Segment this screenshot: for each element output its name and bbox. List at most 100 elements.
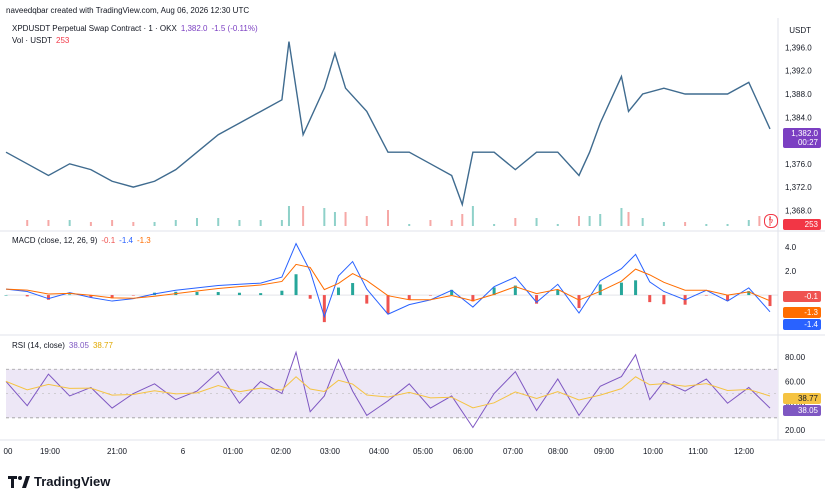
x-tick-label[interactable]: 10:00 xyxy=(643,447,664,456)
volume-bar xyxy=(333,212,336,226)
x-tick-label[interactable]: 11:00 xyxy=(688,447,708,456)
symbol-label[interactable]: XPDUSDT Perpetual Swap Contract · 1 · OK… xyxy=(12,24,177,33)
y-tick-label[interactable]: 1,384.0 xyxy=(785,113,812,122)
x-tick-label[interactable]: 09:00 xyxy=(594,447,615,456)
signal-series-line[interactable] xyxy=(5,263,771,302)
y-tick-label[interactable]: 20.00 xyxy=(785,426,806,435)
y-tick-label[interactable]: 60.00 xyxy=(785,377,806,386)
y-tick-label[interactable]: 1,388.0 xyxy=(785,90,812,99)
volume-bar xyxy=(259,220,262,226)
volume-bar xyxy=(387,210,389,226)
x-tick-label[interactable]: 21:00 xyxy=(107,447,128,456)
y-axis-ticks[interactable]: 1,396.01,392.01,388.01,384.01,380.01,376… xyxy=(785,43,812,434)
macd-histogram-bar xyxy=(577,295,581,309)
x-tick-label[interactable]: 01:00 xyxy=(223,447,244,456)
y-tick-label[interactable]: 1,372.0 xyxy=(785,183,812,192)
macd-histogram-bar xyxy=(471,295,475,302)
volume-bar xyxy=(132,222,135,226)
volume-bar xyxy=(47,220,50,226)
volume-bar xyxy=(323,208,326,226)
x-tick-label[interactable]: 02:00 xyxy=(271,447,292,456)
last-price: 1,382.0 xyxy=(180,24,208,33)
volume-bar xyxy=(196,218,198,226)
x-tick-label[interactable]: 19:00 xyxy=(40,447,61,456)
macd-histogram-bar xyxy=(322,295,326,323)
volume-bar xyxy=(429,220,432,226)
rsi-ma-tag: 38.77 xyxy=(783,393,821,404)
macd-series-line[interactable] xyxy=(5,242,771,319)
lightning-icon[interactable]: ϟ xyxy=(764,214,778,228)
macd-hist-value: -0.1 xyxy=(101,236,116,245)
macd-histogram-bar xyxy=(428,295,432,296)
x-tick-label[interactable]: 07:00 xyxy=(503,447,524,456)
x-tick-label[interactable]: 6 xyxy=(181,447,186,456)
volume-bar xyxy=(68,220,71,226)
y-tick-label[interactable]: 80.00 xyxy=(785,353,806,362)
macd-histogram-bar xyxy=(747,291,751,296)
macd-label[interactable]: MACD (close, 12, 26, 9) xyxy=(12,236,98,245)
volume-bar xyxy=(769,216,771,226)
currency-label[interactable]: USDT xyxy=(789,26,811,35)
macd-histogram-bar xyxy=(648,295,652,303)
macd-hist-tag: -0.1 xyxy=(783,291,821,302)
x-tick-label[interactable]: 00 xyxy=(4,447,13,456)
x-tick-label[interactable]: 03:00 xyxy=(320,447,341,456)
volume-bar xyxy=(408,224,411,226)
volume-bar xyxy=(280,220,283,226)
macd-legend: MACD (close, 12, 26, 9) -0.1 -1.4 -1.3 xyxy=(12,236,151,245)
x-tick-label[interactable]: 08:00 xyxy=(548,447,569,456)
x-tick-label[interactable]: 12:00 xyxy=(734,447,755,456)
rsi-label[interactable]: RSI (14, close) xyxy=(12,341,65,350)
volume-bar xyxy=(588,216,591,226)
volume-bar xyxy=(217,218,220,226)
volume-bar xyxy=(344,212,347,226)
volume-bar xyxy=(153,222,156,226)
volume-bar xyxy=(461,214,464,226)
price-series-line[interactable] xyxy=(5,41,771,208)
volume-bar xyxy=(578,216,580,226)
macd-signal-tag: -1.3 xyxy=(783,307,821,318)
x-tick-label[interactable]: 04:00 xyxy=(369,447,390,456)
y-tick-label[interactable]: 1,392.0 xyxy=(785,67,812,76)
price-change: -1.5 (-0.11%) xyxy=(211,24,258,33)
volume-bar xyxy=(238,220,241,226)
price-tag-countdown: 00:27 xyxy=(797,138,818,147)
x-tick-label[interactable]: 05:00 xyxy=(413,447,434,456)
volume-bar xyxy=(450,220,453,226)
x-axis-ticks[interactable]: 00 19:00 21:00 6 01:00 02:00 03:00 04:00 05:00 06… xyxy=(4,447,755,456)
volume-label[interactable]: Vol · USDT xyxy=(12,36,53,45)
volume-bar xyxy=(89,222,92,226)
macd-histogram-bar xyxy=(131,295,135,296)
y-tick-label[interactable]: 1,376.0 xyxy=(785,160,812,169)
x-tick-label[interactable]: 06:00 xyxy=(453,447,474,456)
volume-bar xyxy=(747,220,750,226)
price-series-line-high[interactable] xyxy=(239,42,759,123)
rsi-series-line[interactable] xyxy=(5,350,771,429)
volume-bar xyxy=(514,218,517,226)
macd-line-tag: -1.4 xyxy=(783,319,821,330)
volume-bar xyxy=(705,224,708,226)
y-tick-label[interactable]: 1,396.0 xyxy=(785,43,812,52)
macd-histogram-bar xyxy=(4,295,8,296)
volume-bar xyxy=(627,212,630,226)
volume-bar xyxy=(471,206,474,226)
rsi-tag: 38.05 xyxy=(783,405,821,416)
macd-line-value: -1.4 xyxy=(119,236,133,245)
macd-histogram-bar xyxy=(195,291,199,296)
price-tag-value: 1,382.0 xyxy=(791,129,818,138)
rsi-ma-series-line[interactable] xyxy=(5,376,771,409)
volume-bar xyxy=(302,206,305,226)
macd-histogram-bar xyxy=(662,295,666,305)
brand-name: TradingView xyxy=(34,474,111,489)
macd-histogram-bar xyxy=(89,295,93,298)
volume-bar xyxy=(493,224,496,226)
macd-histogram-bar xyxy=(513,285,517,296)
y-tick-label[interactable]: 2.0 xyxy=(785,267,797,276)
macd-histogram-bar xyxy=(110,295,114,299)
y-tick-label[interactable]: 1,368.0 xyxy=(785,206,812,215)
price-tag: 1,382.0 00:27 xyxy=(783,128,821,148)
macd-histogram-bar xyxy=(259,293,263,296)
tradingview-logo[interactable]: TradingView xyxy=(8,474,110,489)
y-tick-label[interactable]: 4.0 xyxy=(785,243,797,252)
